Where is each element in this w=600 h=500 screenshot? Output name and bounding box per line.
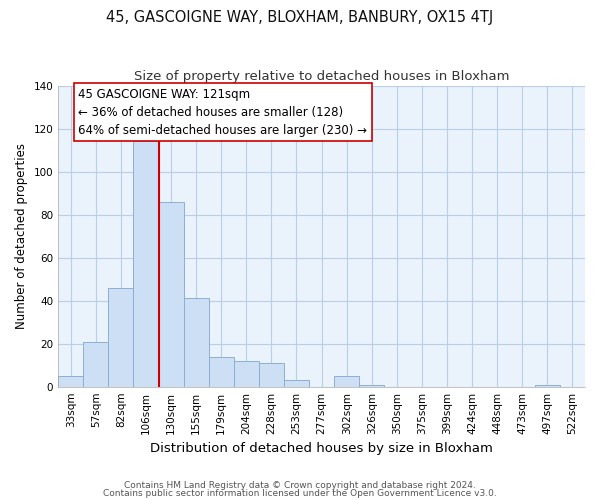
Bar — [334, 376, 359, 386]
Bar — [83, 342, 109, 386]
Y-axis label: Number of detached properties: Number of detached properties — [15, 143, 28, 329]
Text: 45 GASCOIGNE WAY: 121sqm
← 36% of detached houses are smaller (128)
64% of semi-: 45 GASCOIGNE WAY: 121sqm ← 36% of detach… — [78, 88, 367, 136]
Bar — [209, 356, 234, 386]
Bar — [58, 376, 83, 386]
Bar — [184, 298, 209, 386]
Bar — [535, 384, 560, 386]
Bar — [133, 142, 158, 386]
Title: Size of property relative to detached houses in Bloxham: Size of property relative to detached ho… — [134, 70, 509, 83]
Bar — [158, 202, 184, 386]
Bar — [234, 361, 259, 386]
Text: Contains HM Land Registry data © Crown copyright and database right 2024.: Contains HM Land Registry data © Crown c… — [124, 481, 476, 490]
Bar — [109, 288, 133, 386]
Bar — [359, 384, 385, 386]
Text: Contains public sector information licensed under the Open Government Licence v3: Contains public sector information licen… — [103, 488, 497, 498]
Text: 45, GASCOIGNE WAY, BLOXHAM, BANBURY, OX15 4TJ: 45, GASCOIGNE WAY, BLOXHAM, BANBURY, OX1… — [106, 10, 494, 25]
X-axis label: Distribution of detached houses by size in Bloxham: Distribution of detached houses by size … — [150, 442, 493, 455]
Bar — [284, 380, 309, 386]
Bar — [259, 363, 284, 386]
